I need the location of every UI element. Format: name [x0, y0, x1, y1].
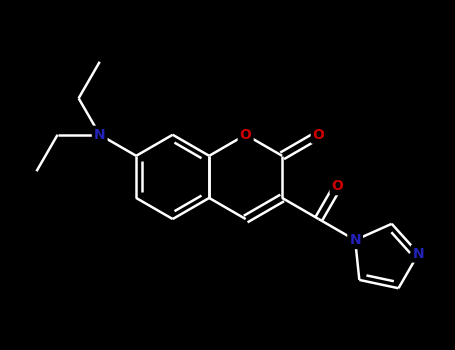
Text: O: O — [313, 128, 324, 142]
Text: N: N — [349, 233, 361, 247]
Text: N: N — [413, 246, 425, 260]
Text: O: O — [240, 128, 252, 142]
Text: O: O — [332, 179, 344, 193]
Text: N: N — [94, 128, 106, 142]
